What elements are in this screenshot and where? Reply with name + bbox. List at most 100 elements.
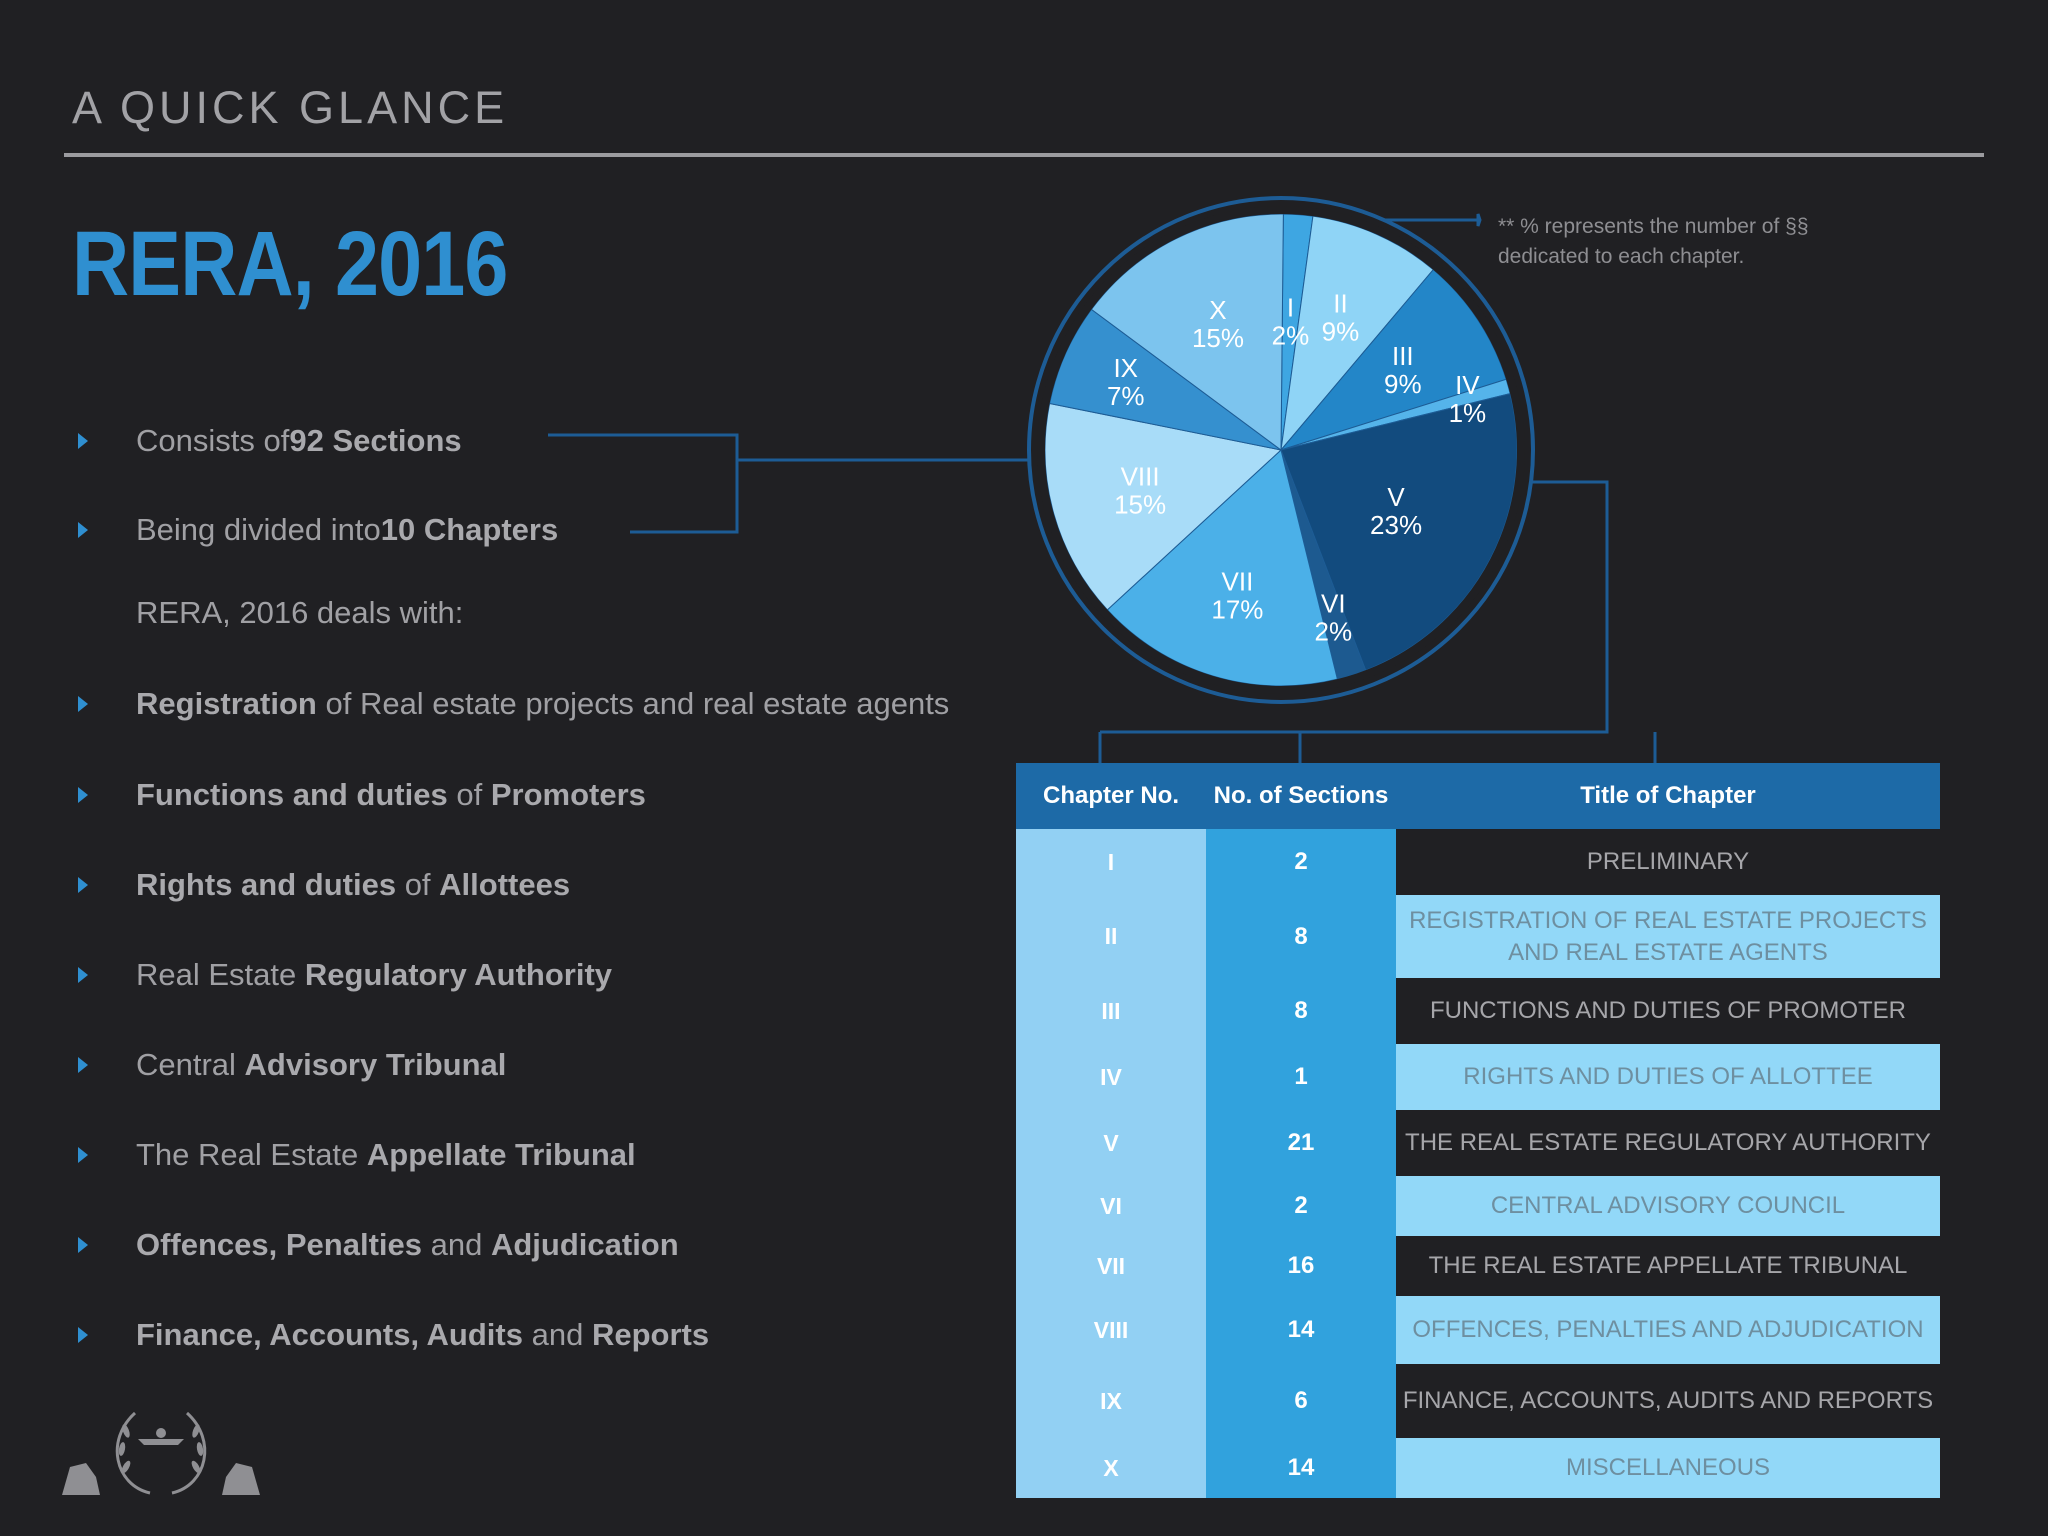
cell-chapter-no: VI	[1016, 1176, 1206, 1236]
pie-label-viii: VIII	[1121, 461, 1160, 491]
cell-chapter-no: IX	[1016, 1364, 1206, 1438]
cell-sections: 8	[1206, 895, 1396, 978]
topic-text: Rights and duties	[136, 867, 397, 902]
pie-pct-iii: 9%	[1384, 369, 1422, 399]
cell-sections: 6	[1206, 1364, 1396, 1438]
table-row: IV 1 RIGHTS AND DUTIES OF ALLOTTEE	[1016, 1044, 1940, 1110]
header-title: Title of Chapter	[1396, 763, 1940, 829]
bullet-arrow-icon	[78, 787, 88, 803]
deals-intro-text: RERA, 2016 deals with:	[136, 595, 464, 630]
lamassu-left	[62, 1463, 100, 1495]
topic-text: and	[522, 1317, 592, 1352]
wing-emblem	[138, 1439, 184, 1445]
bullet-arrow-icon	[78, 877, 88, 893]
table-row: II 8 REGISTRATION OF REAL ESTATE PROJECTS …	[1016, 895, 1940, 978]
cell-chapter-no: V	[1016, 1110, 1206, 1176]
table-row: VI 2 CENTRAL ADVISORY COUNCIL	[1016, 1176, 1940, 1236]
table-row: I 2 PRELIMINARY	[1016, 829, 1940, 895]
pie-label-ix: IX	[1113, 353, 1138, 383]
pie-to-table-line	[1100, 480, 1609, 734]
topic-text: Registration	[136, 686, 317, 721]
pie-pct-iv: 1%	[1449, 398, 1487, 428]
fact-bullet: Being divided into 10 Chapters	[72, 506, 558, 554]
page-title: RERA, 2016	[72, 213, 508, 315]
pie-label-vii: VII	[1222, 567, 1254, 597]
topic-text: Regulatory Authority	[304, 957, 613, 992]
bullet-arrow-icon	[78, 1147, 88, 1163]
topic-text: Offences, Penalties	[136, 1227, 423, 1262]
topic-bullet: Real Estate Regulatory Authority	[72, 951, 612, 999]
cell-chapter-title: REGISTRATION OF REAL ESTATE PROJECTS AND…	[1396, 895, 1940, 978]
pie-slice-v	[1280, 392, 1518, 671]
bullet-arrow-icon	[78, 522, 88, 538]
cell-chapter-no: IV	[1016, 1044, 1206, 1110]
topic-bullet: Offences, Penalties and Adjudication	[72, 1221, 679, 1269]
cell-chapter-no: VIII	[1016, 1296, 1206, 1364]
emblem-logo	[62, 1411, 260, 1495]
cell-sections: 2	[1206, 829, 1396, 895]
bracket-connector	[548, 433, 739, 534]
cell-chapter-title: FINANCE, ACCOUNTS, AUDITS AND REPORTS	[1396, 1364, 1940, 1438]
cell-chapter-title: MISCELLANEOUS	[1396, 1438, 1940, 1498]
topic-text: Finance, Accounts, Audits	[136, 1317, 523, 1352]
cell-chapter-title: THE REAL ESTATE REGULATORY AUTHORITY	[1396, 1110, 1940, 1176]
pie-pct-i: 2%	[1272, 321, 1310, 351]
topic-text: of	[396, 867, 440, 902]
topic-bullet: Registration of Real estate projects and…	[72, 680, 949, 728]
chart-footnote: ** % represents the number of §§ dedicat…	[1498, 215, 1809, 268]
fact-text: Being divided into	[136, 512, 381, 547]
topic-text: Adjudication	[490, 1227, 679, 1262]
topic-bullet: Functions and duties of Promoters	[72, 771, 646, 819]
slide-heading: A QUICK GLANCE	[72, 82, 509, 133]
cell-sections: 14	[1206, 1438, 1396, 1498]
bullet-arrow-icon	[78, 1237, 88, 1253]
cell-chapter-no: II	[1016, 895, 1206, 978]
cell-sections: 8	[1206, 978, 1396, 1044]
fact-bullet: Consists of 92 Sections	[72, 417, 462, 465]
topic-text: Appellate Tribunal	[366, 1137, 636, 1172]
cell-chapter-no: VII	[1016, 1236, 1206, 1296]
pie-slices	[1037, 206, 1525, 694]
pie-ring	[1027, 196, 1535, 704]
bullet-arrow-icon	[78, 1057, 88, 1073]
cell-sections: 2	[1206, 1176, 1396, 1236]
topic-text: Advisory Tribunal	[244, 1047, 507, 1082]
topic-text: Allottees	[439, 867, 571, 902]
topic-text: The Real Estate	[136, 1137, 367, 1172]
pie-slice-ix	[1049, 308, 1282, 451]
pie-label-iii: III	[1392, 341, 1414, 371]
topic-text: of	[447, 777, 491, 812]
connector-lines	[548, 218, 1657, 763]
pie-gap-ring	[1037, 206, 1525, 694]
lamassu-right	[222, 1463, 260, 1495]
table-header-row: Chapter No. No. of Sections Title of Cha…	[1016, 763, 1940, 829]
pie-pct-ii: 9%	[1322, 316, 1360, 346]
fact-value: 92 Sections	[289, 423, 462, 458]
cell-sections: 16	[1206, 1236, 1396, 1296]
pie-pct-ix: 7%	[1107, 381, 1145, 411]
cell-chapter-title: FUNCTIONS AND DUTIES OF PROMOTER	[1396, 978, 1940, 1044]
fact-text: Consists of	[136, 423, 290, 458]
cell-chapter-no: X	[1016, 1438, 1206, 1498]
pie-pct-viii: 15%	[1114, 489, 1166, 519]
pie-label-x: X	[1209, 295, 1226, 325]
header-sections: No. of Sections	[1206, 763, 1396, 829]
heading-divider	[64, 153, 1984, 157]
cell-chapter-title: PRELIMINARY	[1396, 829, 1940, 895]
pie-label-iv: IV	[1455, 370, 1480, 400]
header-chapter-no: Chapter No.	[1016, 763, 1206, 829]
pie-pct-vii: 17%	[1211, 595, 1263, 625]
table-row: IX 6 FINANCE, ACCOUNTS, AUDITS AND REPORTS	[1016, 1364, 1940, 1438]
pie-label-i: I	[1287, 293, 1294, 323]
pie-label-vi: VI	[1321, 589, 1346, 619]
cell-chapter-no: I	[1016, 829, 1206, 895]
topic-bullet: Finance, Accounts, Audits and Reports	[72, 1311, 709, 1359]
pie-slice-vii	[1106, 449, 1339, 687]
topic-text: Central	[136, 1047, 245, 1082]
chapters-table: Chapter No. No. of Sections Title of Cha…	[1016, 763, 1940, 1498]
bullet-arrow-icon	[78, 433, 88, 449]
cell-sections: 1	[1206, 1044, 1396, 1110]
deals-intro: RERA, 2016 deals with:	[72, 589, 463, 637]
pie-slice-ii	[1280, 215, 1434, 452]
